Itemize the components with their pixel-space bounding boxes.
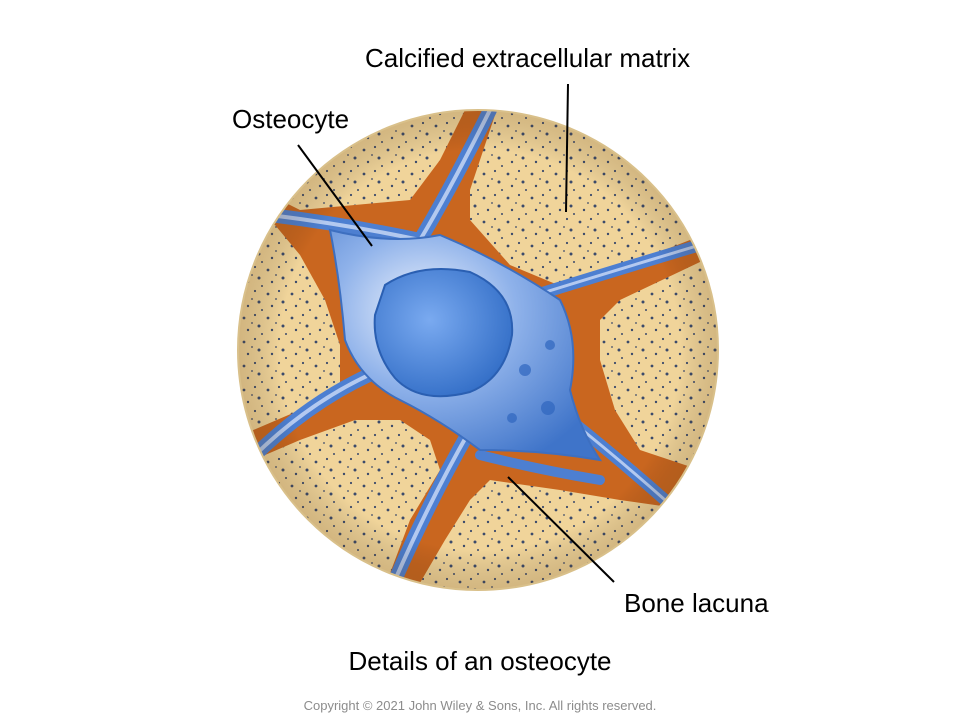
tissue-disc [238, 110, 718, 590]
leader-line-osteocyte [297, 144, 373, 247]
figure-caption: Details of an osteocyte [348, 646, 612, 676]
tissue-disc-outline [237, 109, 719, 591]
leader-line-lacuna [507, 476, 615, 583]
copyright-notice: Copyright © 2021 John Wiley & Sons, Inc.… [303, 698, 657, 713]
leader-lines [297, 83, 615, 583]
label-calcified-extracellular-matrix: Calcified extracellular matrix [365, 43, 691, 73]
leader-line-matrix [565, 83, 569, 213]
label-bone-lacuna: Bone lacuna [624, 588, 769, 618]
label-osteocyte: Osteocyte [232, 104, 350, 134]
